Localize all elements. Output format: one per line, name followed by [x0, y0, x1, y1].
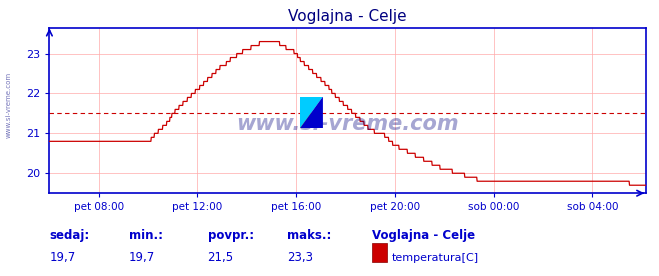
Text: sedaj:: sedaj: — [49, 229, 90, 242]
Polygon shape — [300, 97, 323, 128]
Text: temperatura[C]: temperatura[C] — [392, 253, 479, 263]
Text: 19,7: 19,7 — [49, 251, 76, 264]
Text: Voglajna - Celje: Voglajna - Celje — [372, 229, 475, 242]
Text: 19,7: 19,7 — [129, 251, 155, 264]
Text: 21,5: 21,5 — [208, 251, 234, 264]
Polygon shape — [300, 97, 323, 128]
Title: Voglajna - Celje: Voglajna - Celje — [288, 9, 407, 24]
Polygon shape — [300, 97, 323, 128]
Text: 23,3: 23,3 — [287, 251, 312, 264]
Text: www.si-vreme.com: www.si-vreme.com — [237, 114, 459, 134]
Text: min.:: min.: — [129, 229, 163, 242]
Text: maks.:: maks.: — [287, 229, 331, 242]
Text: povpr.:: povpr.: — [208, 229, 254, 242]
Text: www.si-vreme.com: www.si-vreme.com — [5, 72, 11, 138]
